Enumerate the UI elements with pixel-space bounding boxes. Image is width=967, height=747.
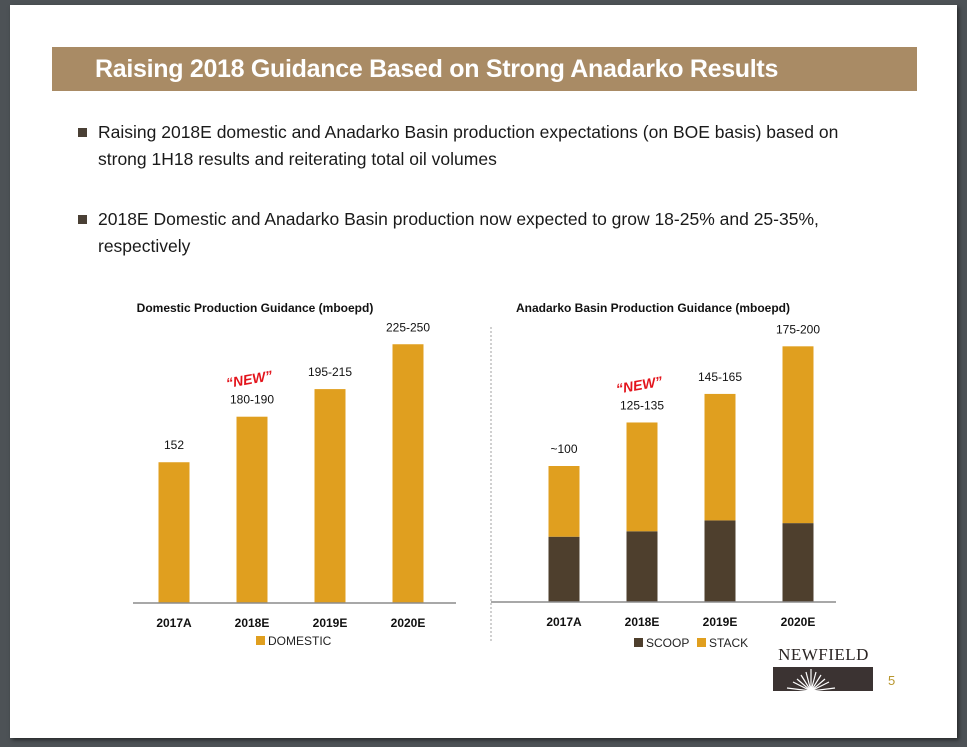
- bullet-square-icon: [78, 128, 87, 137]
- x-tick-label-2017a: 2017A: [156, 616, 192, 630]
- domestic-chart: Domestic Production Guidance (mboepd) 15…: [133, 301, 456, 648]
- legend-swatch-domestic: [256, 636, 265, 645]
- data-label-2020e: 175-200: [776, 322, 820, 336]
- bar-domestic-2019e: [314, 389, 346, 603]
- x-tick-label-2020e: 2020E: [391, 616, 426, 630]
- legend-label-scoop: SCOOP: [646, 636, 689, 650]
- bullet-list: Raising 2018E domestic and Anadarko Basi…: [78, 119, 858, 293]
- bar-domestic-2020e: [392, 344, 424, 603]
- domestic-labels: 152 2017A 180-190 “NEW” 2018E 195-215 2019E 225…: [156, 320, 430, 630]
- slide-title: Raising 2018 Guidance Based on Strong An…: [95, 55, 779, 83]
- anadarko-chart-title: Anadarko Basin Production Guidance (mboe…: [516, 301, 790, 315]
- x-tick-label-2019e: 2019E: [703, 615, 738, 629]
- bullet-item: 2018E Domestic and Anadarko Basin produc…: [78, 206, 858, 260]
- title-bar: Raising 2018 Guidance Based on Strong An…: [52, 47, 917, 91]
- bar-scoop-2019e: [704, 520, 736, 602]
- data-label-2019e: 145-165: [698, 370, 742, 384]
- data-label-2019e: 195-215: [308, 365, 352, 379]
- data-label-2018e: 125-135: [620, 398, 664, 412]
- bullet-square-icon: [78, 215, 87, 224]
- bar-scoop-2017a: [548, 536, 580, 602]
- bar-domestic-2017a: [158, 462, 190, 603]
- page-number: 5: [888, 673, 896, 688]
- new-annotation: “NEW”: [225, 367, 274, 391]
- bar-stack-2019e: [704, 393, 736, 521]
- bullet-text: 2018E Domestic and Anadarko Basin produc…: [98, 209, 819, 256]
- legend-label-domestic: DOMESTIC: [268, 634, 332, 648]
- data-label-2018e: 180-190: [230, 393, 274, 407]
- data-label-2020e: 225-250: [386, 320, 430, 334]
- logo-wordmark: NEWFIELD: [778, 645, 869, 664]
- x-tick-label-2020e: 2020E: [781, 615, 816, 629]
- x-tick-label-2019e: 2019E: [313, 616, 348, 630]
- data-label-2017a: 152: [164, 438, 184, 452]
- new-annotation: “NEW”: [615, 373, 664, 397]
- newfield-logo: NEWFIELD: [772, 645, 875, 691]
- anadarko-chart: Anadarko Basin Production Guidance (mboe…: [491, 301, 836, 650]
- bar-stack-2018e: [626, 422, 658, 532]
- anadarko-bars: [548, 346, 814, 602]
- domestic-bars: [158, 344, 424, 603]
- bar-scoop-2018e: [626, 531, 658, 602]
- logo-sunburst-icon: [773, 667, 873, 691]
- charts-canvas: Domestic Production Guidance (mboepd) 15…: [133, 301, 836, 650]
- bar-stack-2017a: [548, 466, 580, 537]
- slide: Raising 2018 Guidance Based on Strong An…: [10, 5, 957, 738]
- x-tick-label-2018e: 2018E: [625, 615, 660, 629]
- legend-swatch-stack: [697, 638, 706, 647]
- anadarko-labels: ~100 2017A 125-135“NEW” 2018E 145-165 2019E 17…: [546, 322, 820, 629]
- bar-domestic-2018e: [236, 416, 268, 603]
- legend-swatch-scoop: [634, 638, 643, 647]
- x-tick-label-2017a: 2017A: [546, 615, 582, 629]
- x-tick-label-2018e: 2018E: [235, 616, 270, 630]
- bar-stack-2020e: [782, 346, 814, 524]
- data-label-2017a: ~100: [550, 442, 577, 456]
- domestic-chart-title: Domestic Production Guidance (mboepd): [137, 301, 374, 315]
- bullet-item: Raising 2018E domestic and Anadarko Basi…: [78, 119, 858, 173]
- bar-scoop-2020e: [782, 523, 814, 602]
- bullet-text: Raising 2018E domestic and Anadarko Basi…: [98, 122, 839, 169]
- legend-label-stack: STACK: [709, 636, 748, 650]
